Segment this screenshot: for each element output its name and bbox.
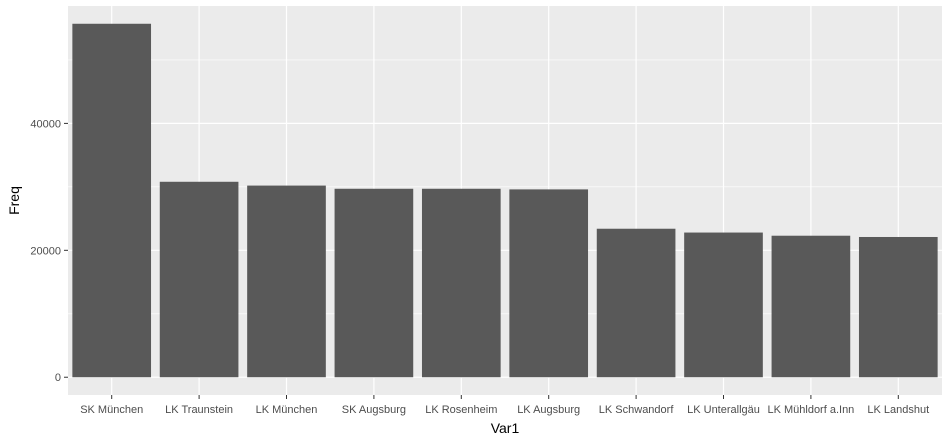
y-axis-title: Freq [6, 186, 22, 215]
bars [72, 23, 938, 378]
bar [596, 228, 676, 378]
x-axis: SK München LK Traunstein LK München SK Augs… [80, 395, 929, 416]
bar [858, 236, 938, 378]
bar [72, 23, 152, 378]
bar [684, 232, 763, 378]
x-tick-label: LK München [256, 404, 318, 416]
x-tick-label: LK Landshut [867, 404, 929, 416]
bar [421, 188, 501, 378]
y-axis: 0 20000 40000 [30, 118, 68, 384]
x-tick-label: LK Traunstein [165, 404, 233, 416]
x-axis-title: Var1 [491, 420, 520, 436]
y-tick-label: 40000 [30, 118, 61, 130]
x-tick-label: SK München [80, 404, 143, 416]
y-tick-label: 20000 [30, 245, 61, 257]
x-tick-label: SK Augsburg [342, 404, 406, 416]
bar [509, 189, 589, 378]
x-tick-label: LK Augsburg [517, 404, 580, 416]
bar [771, 235, 851, 378]
bar [247, 185, 326, 378]
bar [334, 188, 414, 378]
x-tick-label: LK Schwandorf [599, 404, 675, 416]
x-tick-label: LK Mühldorf a.Inn [767, 404, 854, 416]
x-tick-label: LK Unterallgäu [687, 404, 760, 416]
bar [159, 181, 239, 378]
x-tick-label: LK Rosenheim [425, 404, 497, 416]
y-tick-label: 0 [55, 372, 61, 384]
